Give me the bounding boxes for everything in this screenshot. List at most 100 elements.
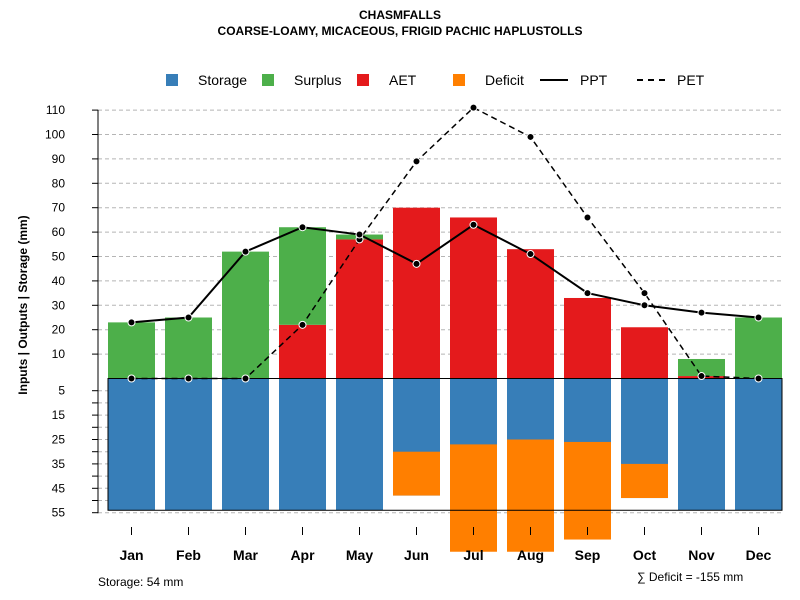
x-tick-label-feb: Feb [176,547,201,563]
lines [131,106,759,380]
ppt-point-apr [298,223,307,232]
bar-aet-may [336,239,383,379]
axes [92,109,783,535]
bar-deficit-oct [621,463,668,499]
storage-cutout [621,498,668,511]
bar-surplus-dec [735,317,782,379]
deficit-note: ∑ Deficit = -155 mm [637,570,744,584]
ppt-point-may [355,230,364,239]
y-tick-label-upper: 70 [52,201,66,215]
x-tick-label-mar: Mar [233,547,258,563]
bar-aet-jul [450,217,497,379]
pet-point-apr [298,320,307,329]
x-tick-label-may: May [346,547,373,563]
x-tick-label-aug: Aug [517,547,544,563]
chart-title: CHASMFALLS [359,8,441,22]
x-tick-label-apr: Apr [290,547,315,563]
pet-point-jun [412,157,421,166]
ppt-point-mar [241,247,250,256]
pet-point-dec [754,374,763,383]
bar-aet-aug [507,249,554,379]
pet-point-aug [526,132,535,141]
bar-aet-apr [279,324,326,379]
chart-subtitle: COARSE-LOAMY, MICACEOUS, FRIGID PACHIC H… [217,24,583,38]
legend-deficit-label: Deficit [485,72,524,88]
ppt-point-jan [127,318,136,327]
storage-gap [383,378,393,511]
y-tick-label-upper: 10 [52,347,66,361]
x-tick-label-jan: Jan [119,547,143,563]
storage-cutout [393,495,440,511]
legend-pet-line [637,79,665,81]
legend-surplus-swatch [262,74,274,86]
y-tick-label-upper: 60 [52,225,66,239]
pet-point-jan [127,374,136,383]
x-tick-label-nov: Nov [688,547,715,563]
ppt-point-nov [697,308,706,317]
pet-point-mar [241,374,250,383]
bar-surplus-jan [108,322,155,379]
ppt-point-jun [412,259,421,268]
storage-gap [554,378,564,511]
bar-surplus-apr [279,227,326,325]
ppt-point-jul [469,220,478,229]
pet-point-oct [640,289,649,298]
points [127,103,763,383]
bar-surplus-nov [678,358,725,377]
legend-pet-label: PET [677,72,705,88]
bar-deficit-jul [450,444,497,552]
legend-aet-swatch [357,74,369,86]
storage-gap [668,378,678,511]
y-tick-label-upper: 100 [45,128,65,142]
storage-gap [611,378,621,511]
bar-aet-sep [564,297,611,379]
y-tick-label-upper: 80 [52,176,66,190]
ppt-point-oct [640,301,649,310]
bar-aet-oct [621,327,668,379]
chart-legend: Storage Surplus AET Deficit PPT PET [0,71,800,89]
ppt-point-feb [184,313,193,322]
bar-deficit-sep [564,441,611,540]
bar-aet-jun [393,207,440,379]
ppt-line [131,223,759,324]
pet-point-feb [184,374,193,383]
legend-storage-swatch [166,74,178,86]
storage-gap [440,378,450,511]
y-tick-label-lower: 25 [52,433,66,447]
bars [108,207,782,552]
x-tick-label-sep: Sep [575,547,601,563]
legend-ppt-label: PPT [580,72,608,88]
bar-deficit-jun [393,451,440,496]
y-tick-label-upper: 30 [52,298,66,312]
pet-point-sep [583,213,592,222]
legend-deficit-swatch [453,74,465,86]
ppt-point-dec [754,313,763,322]
storage-gap [725,378,735,511]
y-tick-label-upper: 90 [52,152,66,166]
y-tick-label-upper: 40 [52,274,66,288]
legend-aet-label: AET [389,72,417,88]
pet-point-jul [469,103,478,112]
y-tick-label-lower: 15 [52,408,66,422]
tick-labels: 10 20 30 40 50 60 70 80 90 100 110 5 15 25 35 45 55 Jan Fe… [45,103,772,563]
legend-ppt-line [540,79,568,81]
storage-gap [326,378,336,511]
bar-surplus-feb [165,317,212,379]
pet-point-nov [697,372,706,381]
y-tick-label-upper: 110 [46,103,65,117]
y-tick-label-lower: 35 [52,457,66,471]
storage-gap [155,378,165,511]
legend-storage-label: Storage [198,72,248,88]
legend-surplus-label: Surplus [294,72,342,88]
y-tick-label-lower: 45 [52,481,66,495]
x-tick-label-dec: Dec [746,547,772,563]
storage-gap [497,378,507,511]
y-tick-label-upper: 50 [52,250,66,264]
bar-surplus-mar [222,251,269,379]
x-tick-label-oct: Oct [633,547,657,563]
storage-note: Storage: 54 mm [98,575,184,589]
x-tick-label-jul: Jul [463,547,483,563]
ppt-point-sep [583,289,592,298]
storage-gap [269,378,279,511]
